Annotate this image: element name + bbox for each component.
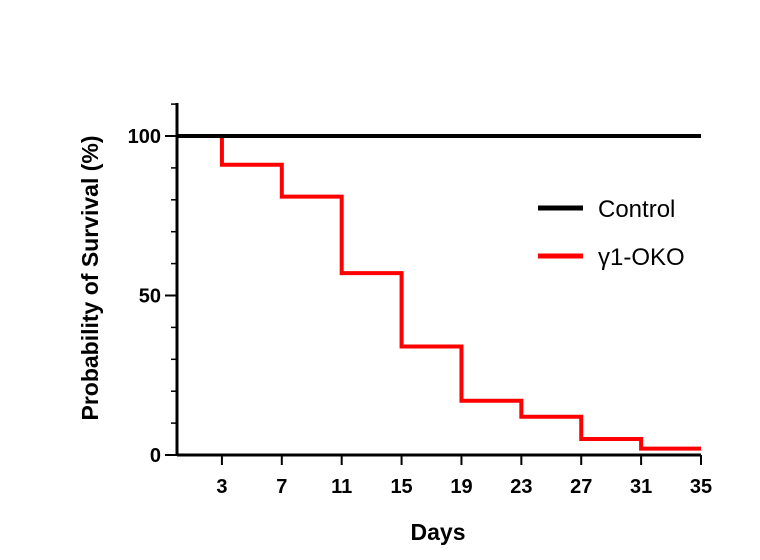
x-tick-label: 15 xyxy=(390,476,412,498)
series-layer xyxy=(177,134,701,451)
y-tick-label: 100 xyxy=(128,126,161,148)
y-tick-label: 0 xyxy=(150,445,161,467)
y-axis-title: Probability of Survival (%) xyxy=(77,136,103,421)
x-tick-label: 19 xyxy=(450,476,472,498)
x-axis-title: Days xyxy=(411,519,466,545)
x-tick-label: 7 xyxy=(276,476,287,498)
axes: 0 50 100 3 7 11 15 19 23 27 31 35 xyxy=(128,103,712,498)
x-tick-label: 11 xyxy=(331,476,352,498)
series-line-1 xyxy=(177,134,701,451)
legend-label: γ1-OKO xyxy=(598,244,685,271)
y-tick-label: 50 xyxy=(139,286,161,308)
x-tick-label: 3 xyxy=(216,476,227,498)
x-tick-label: 27 xyxy=(570,476,592,498)
x-tick-label: 31 xyxy=(630,476,652,498)
legend: Control γ1-OKO xyxy=(538,196,685,271)
legend-label: Control xyxy=(598,196,675,223)
x-tick-label: 35 xyxy=(690,476,712,498)
x-tick-label: 23 xyxy=(510,476,532,498)
